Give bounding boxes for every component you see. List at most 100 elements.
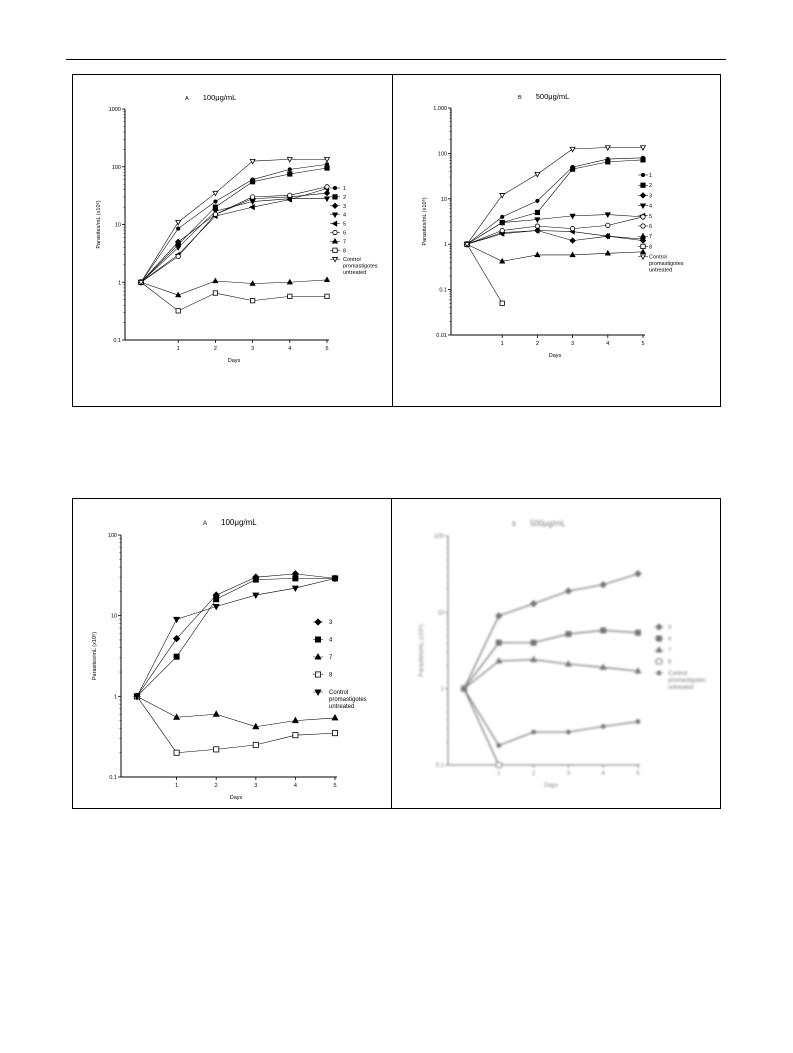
- data-point: [495, 761, 502, 768]
- data-point: [570, 226, 576, 232]
- x-tick-label: 3: [251, 346, 254, 352]
- series-control-promastigotes-untreated: [133, 575, 339, 701]
- data-point: [569, 237, 576, 244]
- series-line: [466, 243, 644, 262]
- series-line: [466, 214, 644, 245]
- legend-marker: [332, 185, 338, 191]
- data-point: [496, 743, 502, 748]
- series-3: [463, 227, 647, 248]
- x-tick-label: 3: [254, 783, 257, 789]
- legend-marker: [640, 182, 646, 188]
- series-line: [463, 688, 500, 766]
- data-point: [569, 146, 576, 153]
- series-line: [136, 578, 335, 697]
- x-tick-label: 1: [177, 346, 180, 352]
- data-point: [173, 616, 181, 624]
- data-point: [252, 722, 260, 730]
- legend-marker: [332, 247, 338, 253]
- x-tick-label: 5: [325, 346, 328, 352]
- x-tick-label: 4: [288, 346, 291, 352]
- legend-marker: [314, 636, 321, 643]
- y-axis-label: Parasites/mL (x10⁶): [95, 200, 102, 248]
- legend-entry-8: 8: [638, 243, 652, 250]
- data-point: [599, 581, 607, 589]
- data-point: [534, 171, 541, 178]
- series-line: [140, 282, 327, 312]
- legend-marker: [655, 635, 662, 642]
- data-point: [461, 686, 467, 692]
- panel-divider: [391, 499, 392, 808]
- y-tick-label: 0.1: [109, 775, 117, 781]
- series-line: [136, 573, 336, 697]
- data-point: [463, 242, 471, 248]
- y-tick-label: 100: [112, 165, 121, 171]
- data-point: [634, 667, 642, 674]
- y-tick-label: 10: [437, 610, 444, 616]
- concentration-label: 500μg/mL: [536, 92, 570, 101]
- y-tick-label: 10: [115, 223, 121, 229]
- data-point: [495, 657, 503, 664]
- series-6: [464, 214, 646, 247]
- y-tick-label: 0.1: [439, 288, 447, 294]
- series-line: [140, 186, 328, 283]
- panel-letter: A: [185, 96, 189, 102]
- legend-marker: [331, 237, 339, 244]
- series-line: [140, 198, 327, 283]
- x-tick-label: 2: [214, 346, 217, 352]
- data-point: [212, 710, 220, 717]
- legend-marker: [639, 232, 647, 239]
- data-point: [530, 655, 538, 663]
- data-point: [324, 165, 330, 171]
- legend-marker: [331, 257, 339, 263]
- chart-panel-1a: A 100μg/mL 0.1 1 10 100 1000 1 2 3 4 5 Days Parasites…: [95, 93, 378, 364]
- data-point: [634, 629, 641, 636]
- chart-title: A 100μg/mL: [185, 93, 236, 102]
- data-point: [176, 226, 181, 231]
- data-point: [324, 293, 330, 299]
- legend-label: 5: [649, 214, 652, 220]
- data-point: [565, 631, 572, 638]
- legend-label: Control promastigotes untreated: [343, 257, 378, 276]
- legend-entry-2: 2: [638, 182, 652, 189]
- series-2: [464, 157, 646, 247]
- x-tick-label: 3: [567, 771, 571, 777]
- series-8: [134, 693, 338, 756]
- series-7: [463, 240, 647, 264]
- legend-marker: [331, 212, 339, 219]
- y-tick-label: 10: [111, 614, 117, 620]
- data-point: [535, 198, 540, 203]
- series-line: [136, 578, 336, 697]
- data-point: [212, 290, 218, 296]
- series-line: [136, 696, 336, 754]
- panel-letter: A: [203, 521, 207, 527]
- legend-entry-7: 7: [330, 237, 346, 245]
- data-point: [534, 209, 540, 216]
- data-point: [323, 196, 331, 203]
- series-1: [464, 155, 646, 247]
- legend-label: 6: [649, 224, 652, 230]
- y-tick-label: 0.1: [113, 338, 121, 344]
- series-line: [463, 659, 639, 690]
- data-point: [291, 585, 299, 592]
- data-point: [499, 193, 506, 199]
- data-point: [605, 159, 611, 165]
- legend-label: 4: [329, 638, 333, 644]
- series-6: [138, 184, 330, 285]
- data-point: [173, 713, 181, 720]
- series-line: [466, 230, 644, 245]
- data-point: [213, 596, 220, 603]
- legend-marker: [656, 670, 662, 676]
- data-point: [569, 166, 576, 172]
- data-point: [499, 300, 505, 306]
- data-point: [249, 204, 255, 211]
- data-point: [564, 660, 572, 667]
- data-point: [499, 220, 506, 227]
- data-point: [212, 209, 219, 215]
- figure-2-panel-a: A 100μg/mL 0.1 1 10 100 1 2 3 4 5 Days Parasites/mL …: [73, 499, 391, 808]
- data-point: [323, 189, 331, 197]
- data-point: [604, 233, 610, 240]
- legend-marker: [639, 203, 647, 210]
- x-axis-label: Days: [228, 358, 241, 364]
- legend-marker: [655, 658, 662, 665]
- data-point: [323, 276, 331, 283]
